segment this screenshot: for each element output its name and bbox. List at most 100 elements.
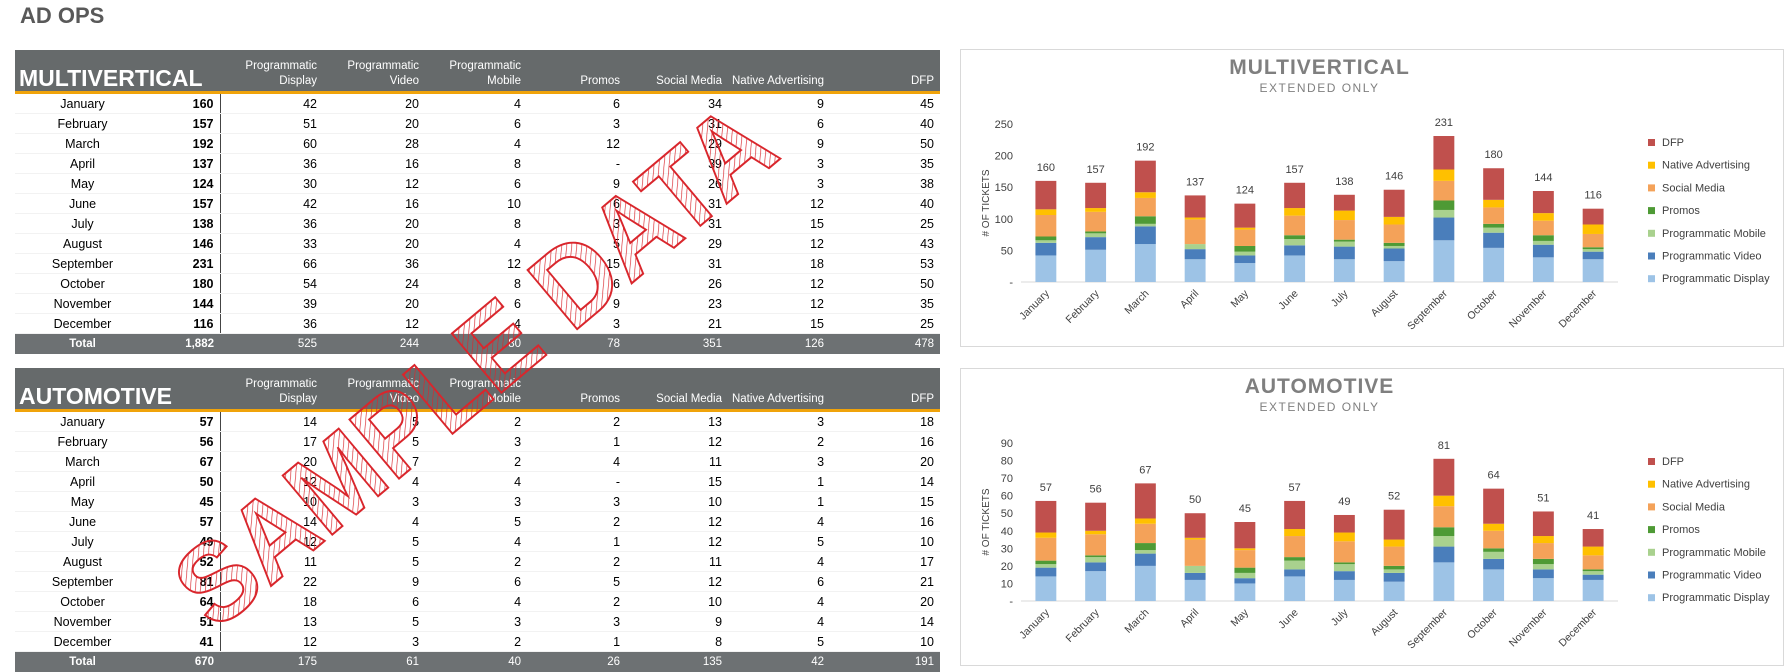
value-cell: 5 xyxy=(425,512,527,532)
total-value: 42 xyxy=(728,652,830,672)
y-tick-label: 30 xyxy=(1001,543,1013,555)
x-tick-label: February xyxy=(1064,606,1103,645)
month-cell: June xyxy=(15,194,150,214)
value-cell: 5 xyxy=(323,552,425,572)
bar-segment xyxy=(1583,555,1604,569)
value-cell: 40 xyxy=(830,194,940,214)
bar-segment xyxy=(1533,245,1554,258)
total-cell: 81 xyxy=(150,572,220,592)
bar-segment xyxy=(1035,255,1056,282)
value-cell: 4 xyxy=(425,234,527,254)
column-header: Programmatic Video xyxy=(323,50,425,93)
x-tick-label: August xyxy=(1369,288,1401,320)
value-cell: 8 xyxy=(425,274,527,294)
bar-segment xyxy=(1085,557,1106,562)
month-cell: September xyxy=(15,254,150,274)
value-cell: 43 xyxy=(830,234,940,254)
value-cell: 1 xyxy=(728,492,830,512)
bar-segment xyxy=(1433,459,1454,496)
value-cell: 20 xyxy=(323,93,425,114)
bar-segment xyxy=(1185,573,1206,580)
total-label: 51 xyxy=(1537,492,1549,504)
value-cell: 3 xyxy=(425,612,527,632)
value-cell: 6 xyxy=(323,592,425,612)
total-cell: 57 xyxy=(150,512,220,532)
month-cell: March xyxy=(15,134,150,154)
month-cell: April xyxy=(15,472,150,492)
value-cell: 66 xyxy=(220,254,323,274)
bar-segment xyxy=(1035,533,1056,538)
value-cell: 8 xyxy=(425,154,527,174)
bar-segment xyxy=(1284,255,1305,282)
x-tick-label: May xyxy=(1228,287,1251,310)
value-cell: 2 xyxy=(527,592,626,612)
total-label: 57 xyxy=(1040,482,1052,494)
month-cell: January xyxy=(15,93,150,114)
y-tick-label: 150 xyxy=(995,182,1013,194)
month-cell: November xyxy=(15,612,150,632)
bar-segment xyxy=(1085,183,1106,208)
value-cell: 25 xyxy=(830,214,940,234)
x-tick-label: July xyxy=(1329,287,1351,309)
bar-segment xyxy=(1483,200,1504,208)
bar-segment xyxy=(1234,255,1255,263)
total-label: 138 xyxy=(1335,176,1353,188)
bar-segment xyxy=(1284,569,1305,576)
total-label: 116 xyxy=(1584,190,1602,202)
bar-segment xyxy=(1284,208,1305,216)
bar-segment xyxy=(1533,578,1554,601)
bar-segment xyxy=(1284,501,1305,529)
value-cell: 10 xyxy=(830,632,940,652)
value-cell: 2 xyxy=(527,512,626,532)
value-cell: 3 xyxy=(323,632,425,652)
bar-segment xyxy=(1433,170,1454,181)
total-cell: 180 xyxy=(150,274,220,294)
bar-segment xyxy=(1135,224,1156,227)
value-cell: 30 xyxy=(220,174,323,194)
total-cell: 157 xyxy=(150,194,220,214)
bar-segment xyxy=(1384,243,1405,246)
value-cell: 16 xyxy=(830,432,940,452)
total-label: Total xyxy=(15,652,150,672)
value-cell: 54 xyxy=(220,274,323,294)
bar-segment xyxy=(1035,564,1056,568)
x-tick-label: October xyxy=(1465,287,1500,322)
value-cell: 15 xyxy=(728,214,830,234)
x-tick-label: December xyxy=(1557,606,1600,649)
x-tick-label: November xyxy=(1507,287,1550,330)
value-cell: 39 xyxy=(626,154,728,174)
legend-swatch xyxy=(1648,275,1655,282)
value-cell: 4 xyxy=(425,134,527,154)
total-cell: 144 xyxy=(150,294,220,314)
value-cell: 6 xyxy=(527,93,626,114)
bar-segment xyxy=(1433,536,1454,547)
bar-segment xyxy=(1334,259,1355,282)
value-cell: 18 xyxy=(728,254,830,274)
value-cell: 6 xyxy=(728,572,830,592)
month-cell: December xyxy=(15,314,150,334)
y-tick-label: 250 xyxy=(995,119,1013,131)
bar-segment xyxy=(1234,263,1255,282)
bar-segment xyxy=(1035,181,1056,209)
y-tick-label: 50 xyxy=(1001,508,1013,520)
value-cell: 3 xyxy=(527,612,626,632)
chart-title: MULTIVERTICAL xyxy=(1229,56,1410,79)
bar-segment xyxy=(1483,548,1504,552)
bar-segment xyxy=(1433,210,1454,218)
value-cell: 1 xyxy=(527,632,626,652)
value-cell: 21 xyxy=(626,314,728,334)
value-cell: 12 xyxy=(220,532,323,552)
value-cell: 12 xyxy=(728,194,830,214)
value-cell: 11 xyxy=(626,452,728,472)
bar-segment xyxy=(1234,548,1255,550)
value-cell: 12 xyxy=(728,234,830,254)
